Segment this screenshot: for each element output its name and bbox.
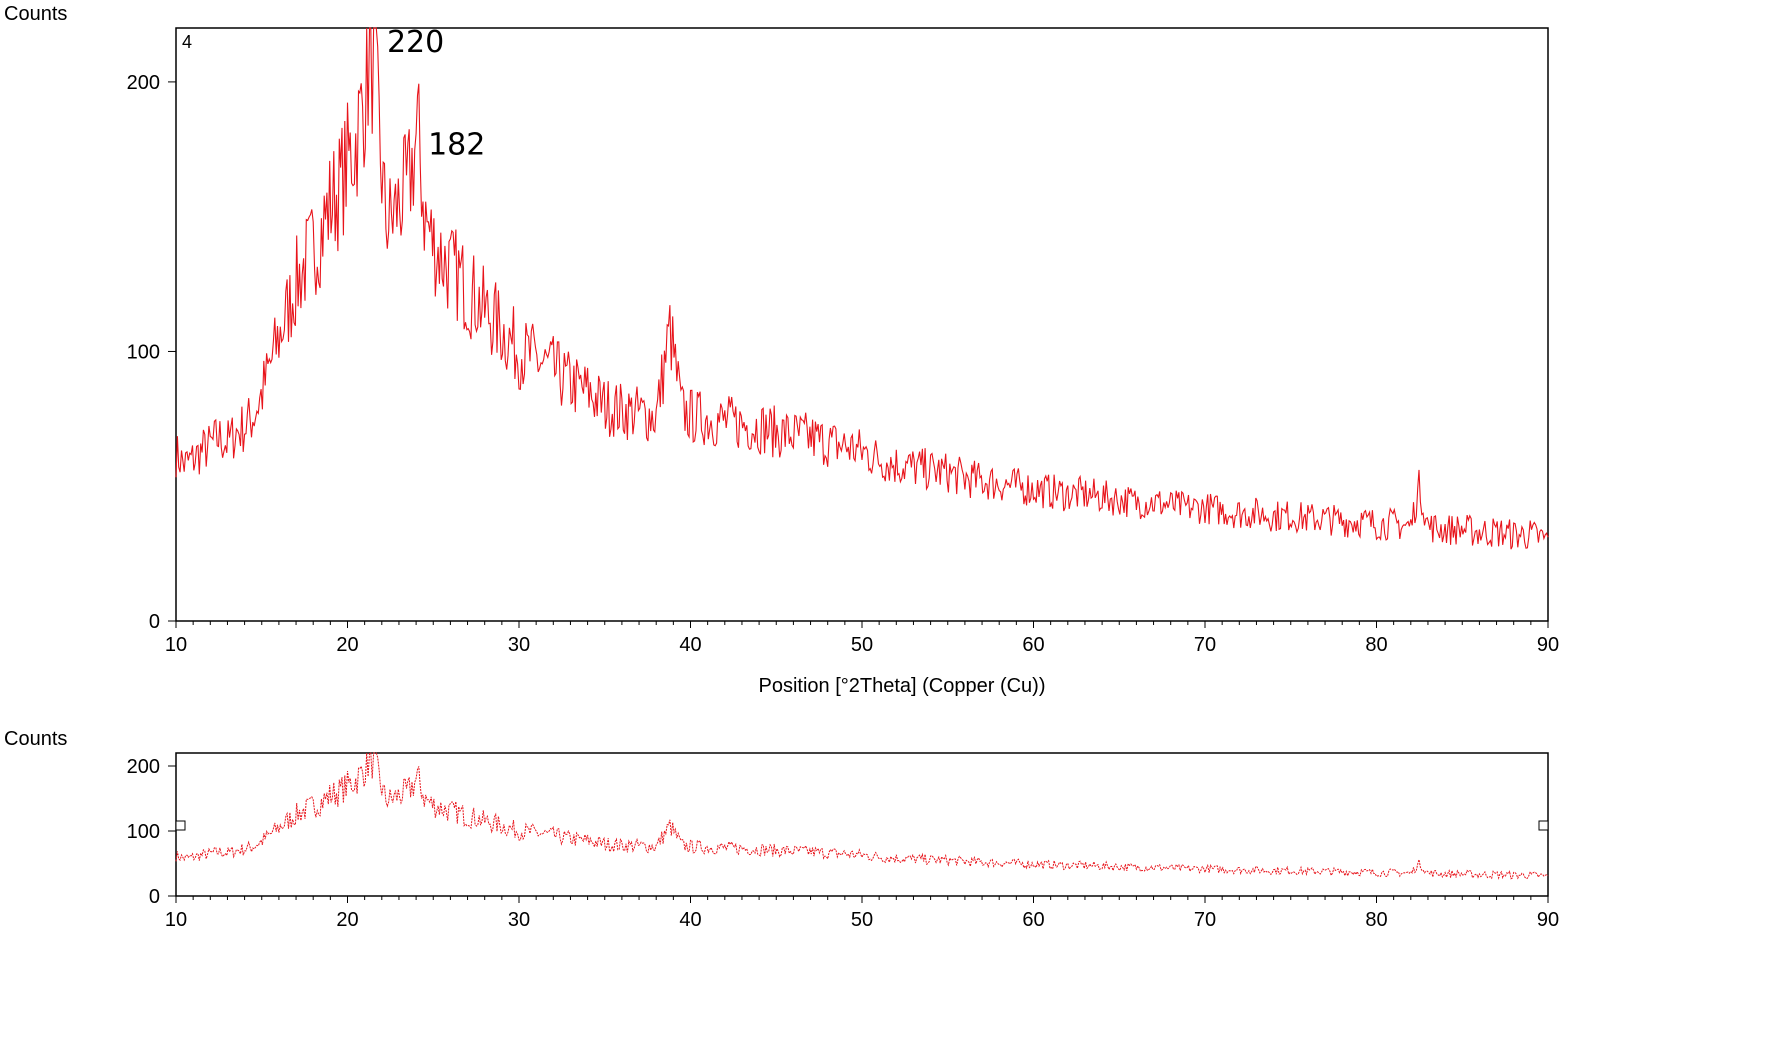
x-tick-label: 50 [851, 634, 873, 656]
y-tick-label: 200 [127, 756, 160, 778]
main-panel: Counts 4 10 20 30 40 50 60 70 80 90 0 100 200 220 1… [4, 3, 1559, 697]
main-x-axis: 10 20 30 40 50 60 70 80 90 [165, 621, 1559, 656]
peak-annotation: 182 [428, 127, 485, 162]
y-tick-label: 100 [127, 821, 160, 843]
overview-y-axis: 0 100 200 [127, 756, 176, 908]
overview-plot-frame [175, 752, 1549, 897]
y-tick-label: 200 [127, 72, 160, 94]
main-x-axis-title: Position [°2Theta] (Copper (Cu)) [758, 675, 1045, 697]
main-panel-tag: 4 [182, 32, 192, 52]
x-tick-label: 80 [1365, 634, 1387, 656]
x-tick-label: 40 [679, 909, 701, 931]
x-tick-label: 80 [1365, 909, 1387, 931]
x-tick-label: 70 [1194, 634, 1216, 656]
x-tick-label: 60 [1022, 634, 1044, 656]
x-tick-label: 50 [851, 909, 873, 931]
x-tick-label: 20 [336, 909, 358, 931]
y-tick-label: 0 [149, 611, 160, 633]
x-tick-label: 90 [1537, 909, 1559, 931]
x-tick-label: 90 [1537, 634, 1559, 656]
peak-annotation: 220 [387, 25, 444, 60]
x-tick-label: 30 [508, 634, 530, 656]
main-y-axis: 0 100 200 [127, 72, 176, 633]
range-handle-left[interactable] [175, 820, 186, 831]
overview-series-line [175, 752, 1549, 880]
x-tick-label: 10 [165, 909, 187, 931]
main-plot-frame [175, 27, 1549, 622]
main-annotations: 220 182 [387, 25, 485, 162]
range-handle-right[interactable] [1538, 820, 1549, 831]
x-tick-label: 30 [508, 909, 530, 931]
y-tick-label: 100 [127, 341, 160, 363]
x-tick-label: 40 [679, 634, 701, 656]
main-y-axis-title: Counts [4, 3, 67, 25]
x-tick-label: 10 [165, 634, 187, 656]
x-tick-label: 60 [1022, 909, 1044, 931]
x-tick-label: 70 [1194, 909, 1216, 931]
x-tick-label: 20 [336, 634, 358, 656]
overview-x-axis: 10 20 30 40 50 60 70 80 90 [165, 896, 1559, 931]
overview-y-axis-title: Counts [4, 728, 67, 750]
overview-panel: Counts 10 20 30 40 50 60 70 80 90 0 100 200 [4, 728, 1559, 931]
y-tick-label: 0 [149, 886, 160, 908]
main-series-line [175, 27, 1549, 550]
